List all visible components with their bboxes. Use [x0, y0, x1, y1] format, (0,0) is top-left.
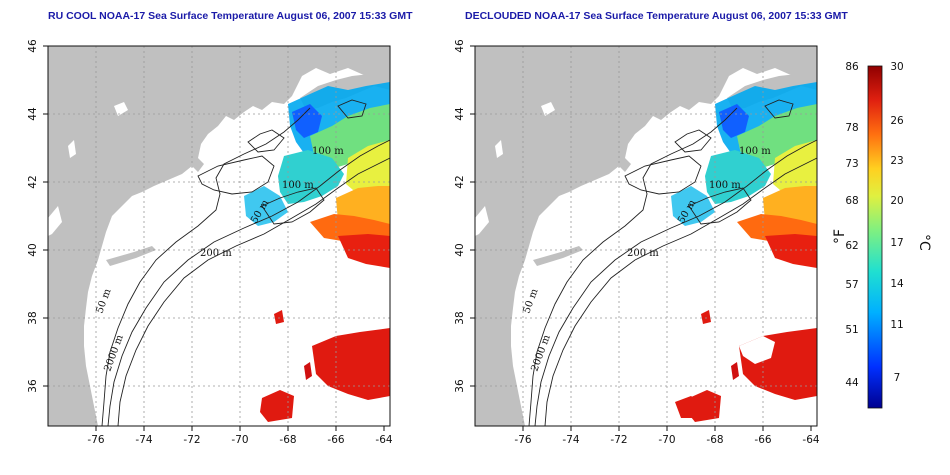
- lat-tick-label: 36: [27, 379, 39, 393]
- lat-tick-label: 38: [454, 311, 466, 324]
- lon-tick-label: -70: [658, 434, 675, 446]
- left-panel-title: RU COOL NOAA-17 Sea Surface Temperature …: [48, 10, 413, 22]
- celsius-tick-label: 7: [894, 372, 901, 384]
- fahrenheit-tick-label: 51: [845, 324, 858, 336]
- lon-tick-label: -68: [706, 434, 723, 446]
- right-panel-title: DECLOUDED NOAA-17 Sea Surface Temperatur…: [465, 10, 848, 22]
- lon-tick-label: -68: [279, 434, 296, 446]
- lon-tick-label: -74: [562, 434, 579, 446]
- fahrenheit-tick-label: 68: [845, 195, 858, 207]
- lon-tick-label: -66: [754, 434, 771, 446]
- celsius-tick-label: 23: [890, 155, 903, 167]
- fahrenheit-unit-label: °F: [832, 229, 848, 244]
- celsius-tick-label: 26: [890, 115, 904, 127]
- fahrenheit-tick-label: 86: [845, 61, 859, 73]
- lon-tick-label: -76: [514, 434, 531, 446]
- fahrenheit-tick-label: 57: [845, 279, 858, 291]
- lat-tick-label: 42: [454, 175, 466, 188]
- celsius-tick-label: 20: [890, 195, 903, 207]
- lat-tick-label: 42: [27, 175, 39, 188]
- fahrenheit-tick-label: 73: [845, 158, 858, 170]
- lon-tick-label: -72: [610, 434, 627, 446]
- celsius-tick-label: 30: [890, 61, 903, 73]
- lon-tick-label: -66: [327, 434, 344, 446]
- right-map-panel: [474, 45, 818, 427]
- celsius-unit-label: °C: [916, 234, 932, 251]
- lon-tick-label: -64: [375, 434, 392, 446]
- lon-tick-label: -70: [231, 434, 248, 446]
- fahrenheit-tick-label: 78: [845, 122, 858, 134]
- right-axis-labels: -76 -74 -72 -70 -68 -66 -64 46 44 42 40 38 36: [454, 39, 820, 446]
- lat-tick-label: 44: [27, 107, 39, 121]
- celsius-tick-label: 14: [890, 278, 904, 290]
- lat-tick-label: 46: [27, 39, 39, 53]
- lon-tick-label: -76: [87, 434, 104, 446]
- temperature-colorbar: 86 78 73 68 62 57 51 44 30 26 23 20 17 14 11 7 °F °C: [832, 61, 932, 409]
- lat-tick-label: 36: [454, 379, 466, 393]
- lat-tick-label: 40: [454, 243, 466, 256]
- celsius-tick-label: 11: [890, 319, 903, 331]
- lat-tick-label: 46: [454, 39, 466, 53]
- left-axis-labels: -76 -74 -72 -70 -68 -66 -64 46 44 42 40 38 36: [27, 39, 393, 446]
- lat-tick-label: 40: [27, 243, 39, 256]
- left-map-panel: [47, 45, 391, 427]
- lon-tick-label: -64: [802, 434, 819, 446]
- fahrenheit-tick-label: 62: [845, 240, 858, 252]
- lon-tick-label: -72: [183, 434, 200, 446]
- lat-tick-label: 38: [27, 311, 39, 324]
- fahrenheit-tick-label: 44: [845, 377, 859, 389]
- lat-tick-label: 44: [454, 107, 466, 121]
- celsius-tick-label: 17: [890, 237, 903, 249]
- lon-tick-label: -74: [135, 434, 152, 446]
